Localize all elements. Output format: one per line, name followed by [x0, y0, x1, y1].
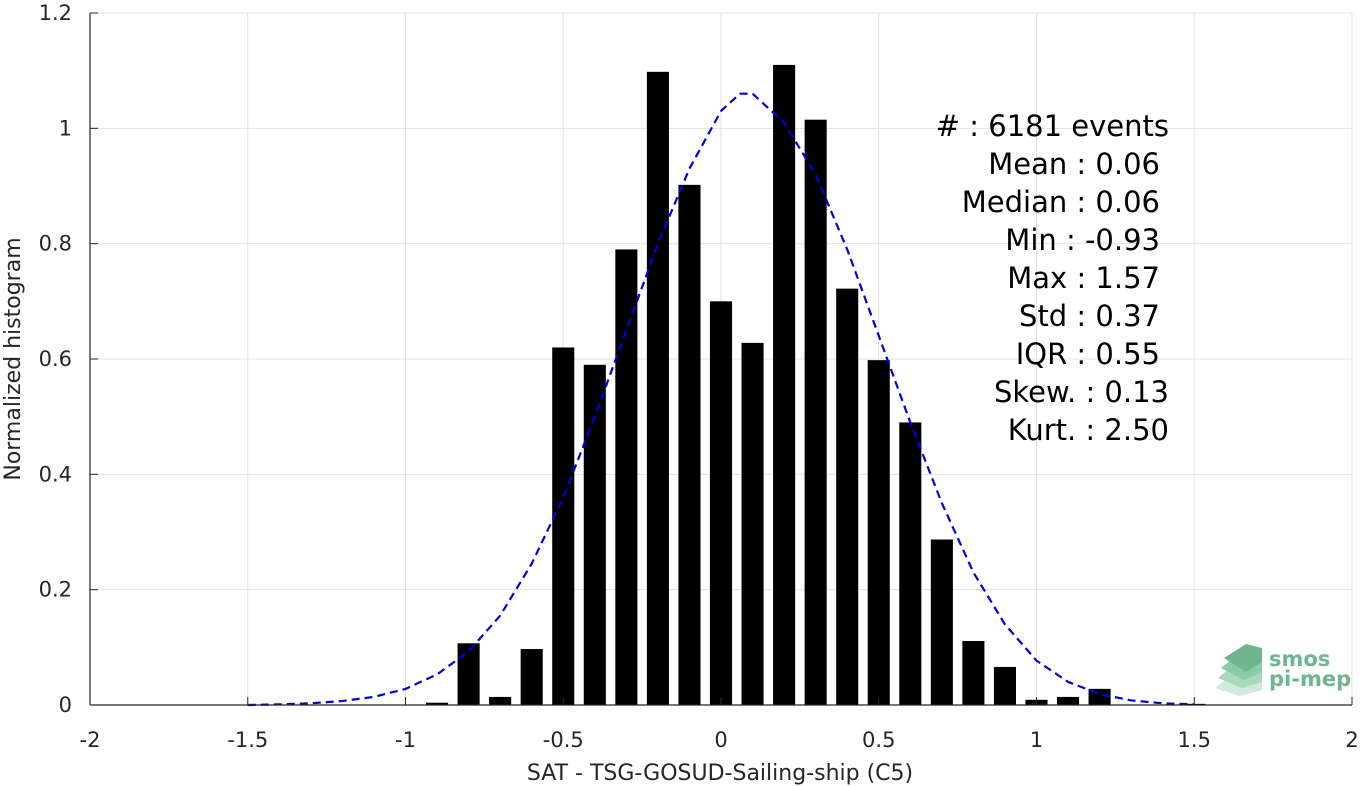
- stat-line: Mean : 0.06: [988, 147, 1160, 181]
- histogram-bar: [993, 666, 1016, 705]
- x-tick-label: -0.5: [543, 728, 584, 752]
- histogram-bar: [741, 342, 764, 705]
- y-tick-label: 1.2: [39, 1, 72, 25]
- histogram-bar: [899, 422, 922, 705]
- histogram-bar: [804, 119, 827, 705]
- x-tick-label: -1.5: [227, 728, 268, 752]
- fit-curve-layer: [247, 92, 1195, 707]
- histogram-bar: [867, 360, 890, 705]
- y-axis-title: Normalized histogram: [1, 237, 26, 480]
- histogram-bar: [426, 702, 449, 705]
- logo-line1: smos: [1269, 647, 1330, 671]
- x-tick-label: 0: [714, 728, 727, 752]
- stat-line: IQR : 0.55: [1016, 337, 1160, 371]
- stat-line: Median : 0.06: [962, 185, 1160, 219]
- x-tick-label: -2: [80, 728, 101, 752]
- histogram-bars: [426, 64, 1206, 705]
- tick-labels: -2 -1.5 -1 -0.5 0 0.5 1 1.5 2 0 0.2 0.4 0.6 0.8 1 1.2: [39, 1, 1359, 752]
- y-tick-label: 1: [59, 116, 72, 140]
- x-axis-title: SAT - TSG-GOSUD-Sailing-ship (C5): [527, 761, 913, 786]
- histogram-bar: [489, 696, 512, 705]
- histogram-bar: [520, 649, 543, 705]
- histogram-bar: [773, 64, 796, 705]
- x-tick-label: 0.5: [862, 728, 895, 752]
- histogram-bar: [646, 71, 669, 705]
- histogram-bar: [615, 249, 638, 705]
- histogram-bar: [930, 539, 953, 705]
- fit-curve-line: [247, 92, 1195, 707]
- stat-line: Std : 0.37: [1019, 299, 1160, 333]
- y-tick-label: 0.4: [39, 462, 72, 486]
- logo-line2: pi-mep: [1269, 667, 1351, 691]
- x-tick-label: 1.5: [1178, 728, 1211, 752]
- histogram-bar: [1057, 696, 1080, 705]
- histogram-bar: [709, 301, 733, 705]
- logo-mark-icon: [1215, 644, 1262, 696]
- histogram-bar: [962, 640, 985, 705]
- stat-line: Max : 1.57: [1007, 261, 1160, 295]
- y-tick-label: 0.2: [39, 578, 72, 602]
- histogram-bar: [552, 347, 575, 705]
- y-tick-label: 0.8: [39, 232, 72, 256]
- y-tick-label: 0: [59, 693, 72, 717]
- stat-line: Kurt. : 2.50: [1008, 413, 1169, 447]
- smos-pi-mep-logo: smos pi-mep: [1215, 644, 1351, 696]
- x-tick-label: 1: [1030, 728, 1043, 752]
- histogram-bar: [836, 288, 859, 705]
- x-tick-label: -1: [395, 728, 416, 752]
- histogram-bar: [457, 643, 480, 705]
- histogram-bar: [678, 184, 701, 705]
- histogram-bar: [583, 364, 606, 705]
- axes: [89, 12, 1353, 706]
- stat-line: Skew. : 0.13: [994, 375, 1169, 409]
- statistics-box: # : 6181 events Mean : 0.06 Median : 0.06 M…: [936, 109, 1169, 447]
- y-tick-label: 0.6: [39, 347, 72, 371]
- x-tick-label: 2: [1345, 728, 1358, 752]
- stat-line: Min : -0.93: [1005, 223, 1160, 257]
- stat-line: # : 6181 events: [936, 109, 1169, 143]
